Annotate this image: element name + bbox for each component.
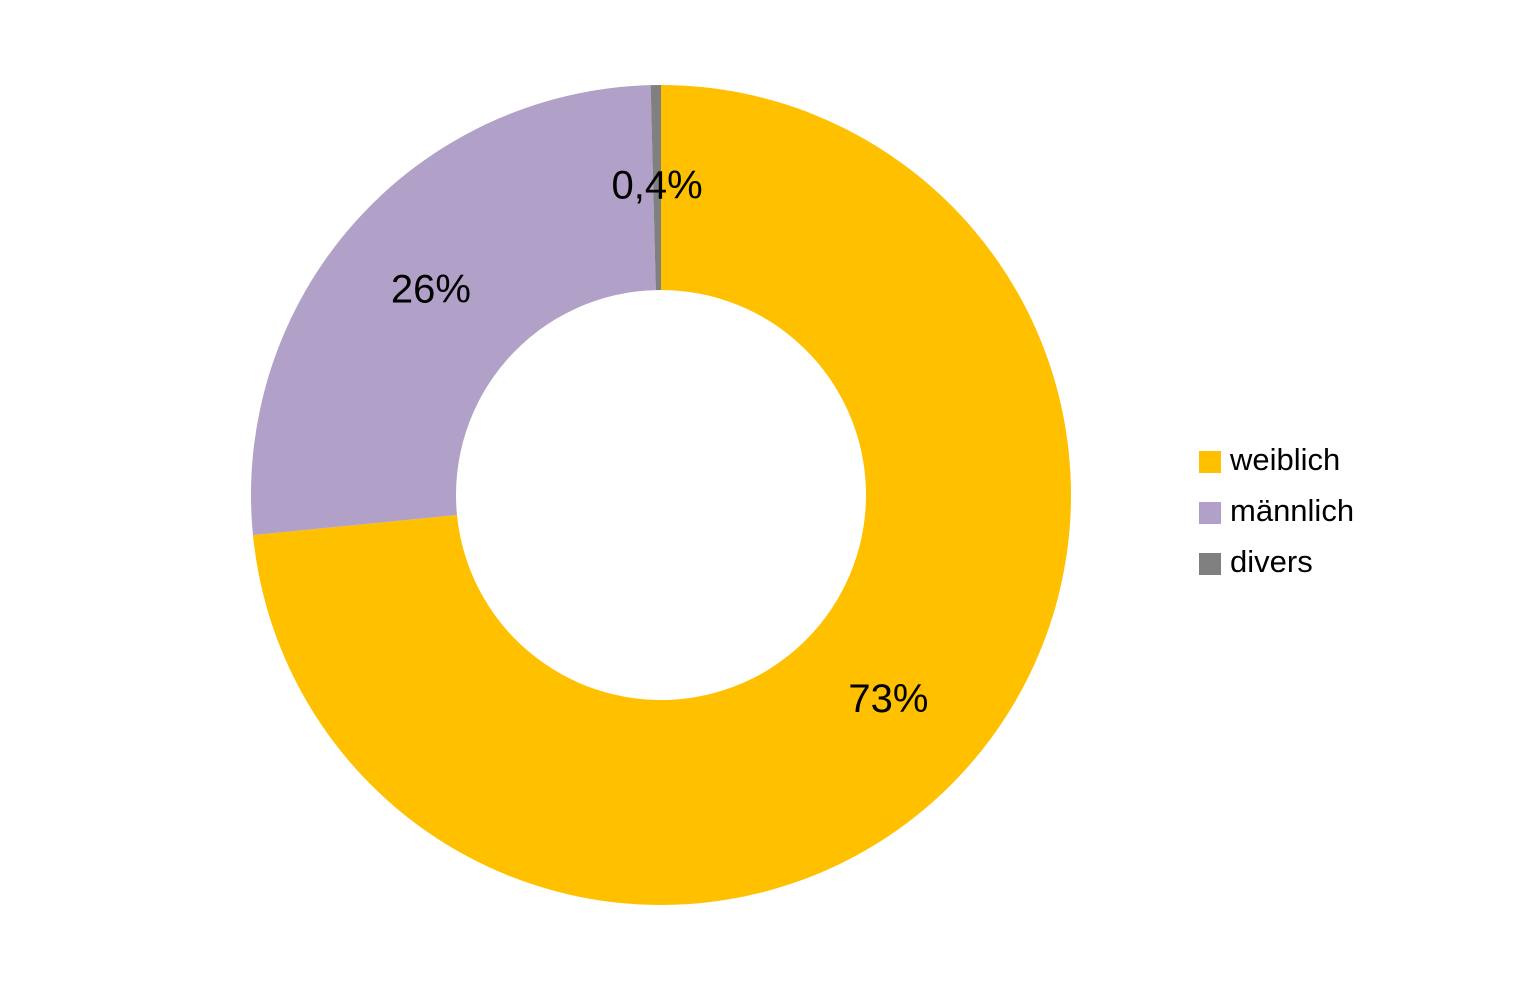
legend-swatch [1199,502,1221,524]
data-label: 73% [848,677,928,721]
legend-swatch [1199,553,1221,575]
data-label: 26% [391,267,471,311]
legend-label: weiblich [1229,442,1340,477]
data-label: 0,4% [612,164,703,208]
legend-swatch [1199,451,1221,473]
donut-slice [251,85,656,536]
legend-label: divers [1230,544,1313,579]
legend-label: männlich [1230,493,1354,528]
donut-slice [252,85,1071,906]
donut-slice [650,85,661,291]
